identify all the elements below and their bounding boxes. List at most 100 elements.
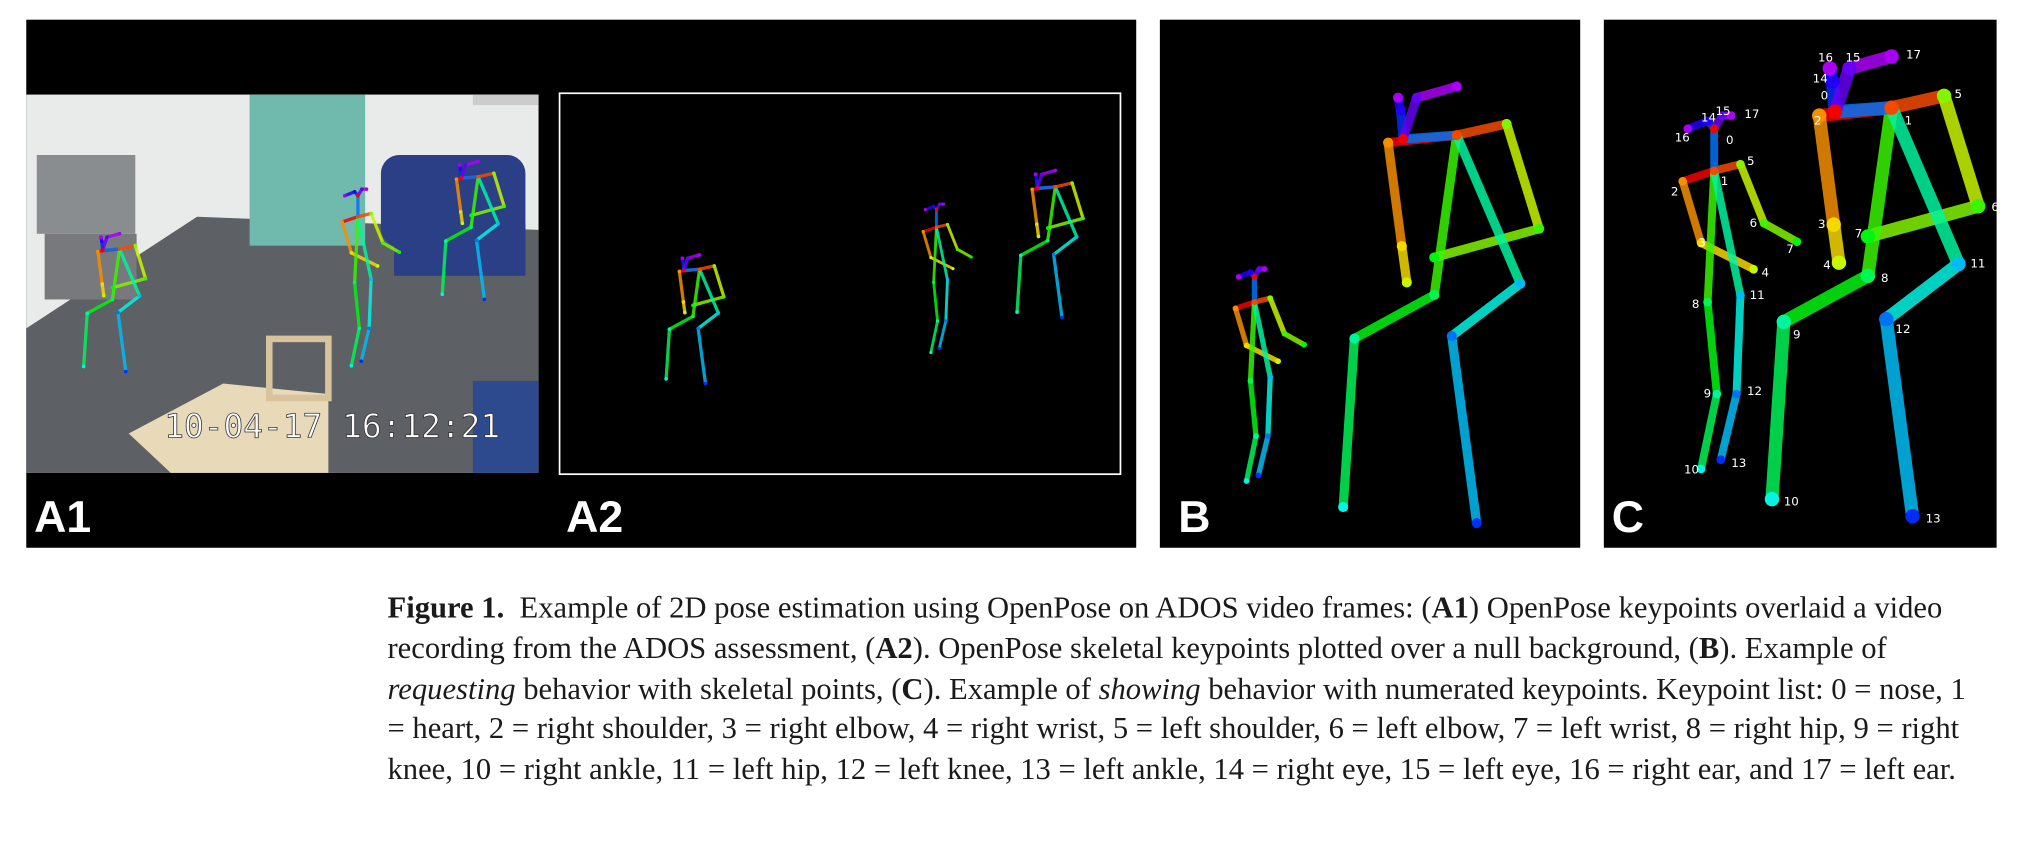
- keypoint: [1703, 116, 1712, 126]
- limb: [340, 215, 360, 224]
- caption-text: ). OpenPose skeletal keypoints plotted o…: [912, 631, 1699, 666]
- keypoint: [1683, 124, 1693, 134]
- panel-b: [1159, 19, 1581, 548]
- limb: [932, 280, 939, 323]
- limb: [1349, 290, 1439, 344]
- limb: [921, 225, 938, 234]
- keypoint: [667, 327, 672, 331]
- limb: [1678, 177, 1705, 247]
- skeleton: [340, 187, 402, 368]
- caption-emphasis: requesting: [387, 671, 516, 707]
- timestamp: 10-04-17 16:12:21: [164, 407, 500, 445]
- limb: [697, 267, 720, 315]
- keypoint: [1261, 266, 1268, 272]
- keypoint: [935, 319, 940, 323]
- keypoint: [364, 187, 369, 191]
- limb: [1879, 257, 1966, 326]
- keypoint: [1515, 278, 1526, 289]
- keypoint: [1053, 168, 1058, 173]
- keypoint: [1251, 273, 1258, 280]
- keypoint: [133, 243, 138, 248]
- caption-text: ) OpenPose keypoints overlaid a video re…: [387, 591, 1943, 666]
- keypoint: [1471, 518, 1482, 529]
- skeleton: [921, 202, 973, 355]
- caption-ref: C: [901, 671, 924, 707]
- keypoint: [474, 238, 479, 243]
- limb: [921, 230, 933, 260]
- limb: [85, 297, 115, 315]
- limb: [691, 295, 726, 307]
- keypoint: [375, 264, 380, 268]
- keypoint: [458, 167, 463, 171]
- keypoint: [1267, 374, 1274, 380]
- keypoint: [1879, 311, 1894, 327]
- keypoint: [697, 267, 702, 272]
- keypoint-label: 13: [1926, 511, 1941, 525]
- limb: [349, 326, 361, 368]
- panel-label: B: [1178, 493, 1210, 542]
- keypoint: [1696, 464, 1706, 474]
- limb: [667, 314, 695, 331]
- keypoint: [969, 255, 973, 259]
- limb: [934, 223, 949, 229]
- keypoint-label: 15: [1715, 104, 1730, 118]
- keypoint: [1396, 241, 1407, 252]
- keypoint: [1696, 238, 1706, 248]
- limb: [937, 319, 948, 351]
- caption-emphasis: showing: [1098, 671, 1201, 707]
- keypoint: [96, 249, 100, 254]
- limb: [664, 327, 672, 381]
- keypoint-label: 3: [1818, 217, 1826, 231]
- limb: [1398, 130, 1462, 144]
- keypoint: [496, 221, 501, 226]
- keypoint-label: 8: [1692, 297, 1700, 311]
- keypoint: [691, 303, 695, 308]
- limb: [1447, 279, 1525, 341]
- limb: [1842, 49, 1899, 75]
- keypoint-label: 14: [1701, 111, 1716, 125]
- keypoint: [1678, 176, 1687, 186]
- keypoint: [1884, 49, 1899, 64]
- keypoint: [469, 213, 473, 218]
- keypoint: [696, 326, 700, 331]
- keypoint: [677, 269, 682, 274]
- keypoint: [1826, 217, 1841, 232]
- keypoint: [1703, 297, 1712, 307]
- limb: [1019, 238, 1050, 257]
- video-frame: 10-04-17 16:12:21: [26, 94, 539, 473]
- keypoint-label: 12: [1895, 322, 1910, 336]
- keypoint: [929, 350, 933, 355]
- limb: [1412, 81, 1462, 103]
- limb: [476, 171, 496, 179]
- skeleton: [1338, 81, 1545, 529]
- limb: [682, 256, 690, 272]
- keypoint: [369, 211, 373, 216]
- limb: [1046, 216, 1085, 230]
- limb: [1247, 299, 1258, 384]
- keypoint-label: 11: [1750, 288, 1765, 302]
- keypoint: [1034, 176, 1039, 181]
- limb: [1703, 166, 1719, 307]
- limb: [474, 222, 500, 242]
- keypoint: [929, 255, 933, 260]
- keypoint: [444, 239, 448, 243]
- limb: [1383, 138, 1407, 251]
- panel-label: C: [1612, 493, 1644, 542]
- keypoint: [110, 297, 115, 302]
- keypoint: [482, 297, 487, 302]
- limb: [1716, 390, 1741, 464]
- limb: [1243, 433, 1259, 484]
- keypoint: [459, 176, 463, 180]
- limb: [1232, 305, 1250, 349]
- limb: [116, 294, 142, 315]
- keypoint: [105, 235, 109, 240]
- keypoint: [1905, 508, 1920, 524]
- keypoint: [124, 369, 128, 374]
- limb: [696, 311, 720, 331]
- limb: [440, 239, 448, 296]
- limb: [1765, 315, 1791, 506]
- box: [44, 233, 137, 300]
- limb: [1452, 130, 1525, 289]
- keypoint: [1255, 472, 1262, 479]
- limb: [1736, 160, 1769, 228]
